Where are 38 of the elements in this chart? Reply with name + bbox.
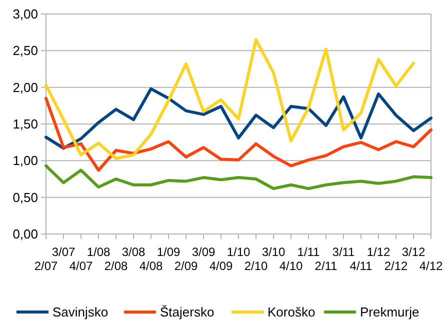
x-tick-label: 3/11 [332, 245, 356, 259]
x-tick-label: 3/08 [122, 245, 146, 259]
legend-label: Koroško [268, 304, 316, 320]
x-tick-label: 1/08 [86, 245, 110, 259]
y-tick-label: 1,50 [12, 116, 38, 132]
x-tick-label: 3/09 [192, 245, 216, 259]
y-tick-label: 3,00 [12, 6, 38, 22]
y-tick-label: 1,00 [12, 153, 38, 168]
x-tick-label: 2/10 [244, 259, 268, 273]
line-series [44, 87, 432, 150]
x-tick-label: 1/12 [366, 245, 390, 259]
legend-label: Prekmurje [360, 304, 420, 320]
legend-label: Štajersko [160, 304, 214, 320]
x-tick-label: 4/10 [279, 259, 303, 273]
x-tick-label: 4/07 [69, 259, 93, 273]
x-tick-label: 2/07 [34, 259, 58, 273]
x-tick-label: 4/09 [209, 259, 233, 273]
y-tick-label: 0,50 [12, 190, 38, 205]
line-series [44, 96, 432, 172]
x-tick-label: 2/12 [384, 259, 408, 273]
x-tick-label: 3/10 [262, 245, 286, 259]
x-tick-label: 1/11 [297, 245, 320, 259]
x-tick-label: 2/08 [104, 259, 128, 273]
y-tick-label: 2,50 [12, 43, 38, 58]
line-series [44, 164, 432, 190]
x-tick-label: 1/10 [226, 245, 250, 259]
x-tick-label: 2/11 [314, 259, 338, 273]
y-tick-label: 0,00 [12, 226, 38, 242]
x-tick-label: 4/08 [139, 259, 163, 273]
x-tick-label: 3/07 [52, 245, 76, 259]
line-series [44, 38, 415, 160]
x-tick-label: 4/11 [350, 259, 373, 273]
y-tick-label: 2,00 [12, 80, 38, 95]
x-tick-label: 2/09 [174, 259, 198, 273]
x-tick-label: 3/12 [402, 245, 426, 259]
x-tick-label: 4/12 [419, 259, 443, 273]
legend-label: Savinjsko [52, 304, 108, 320]
x-tick-label: 1/09 [156, 245, 180, 259]
